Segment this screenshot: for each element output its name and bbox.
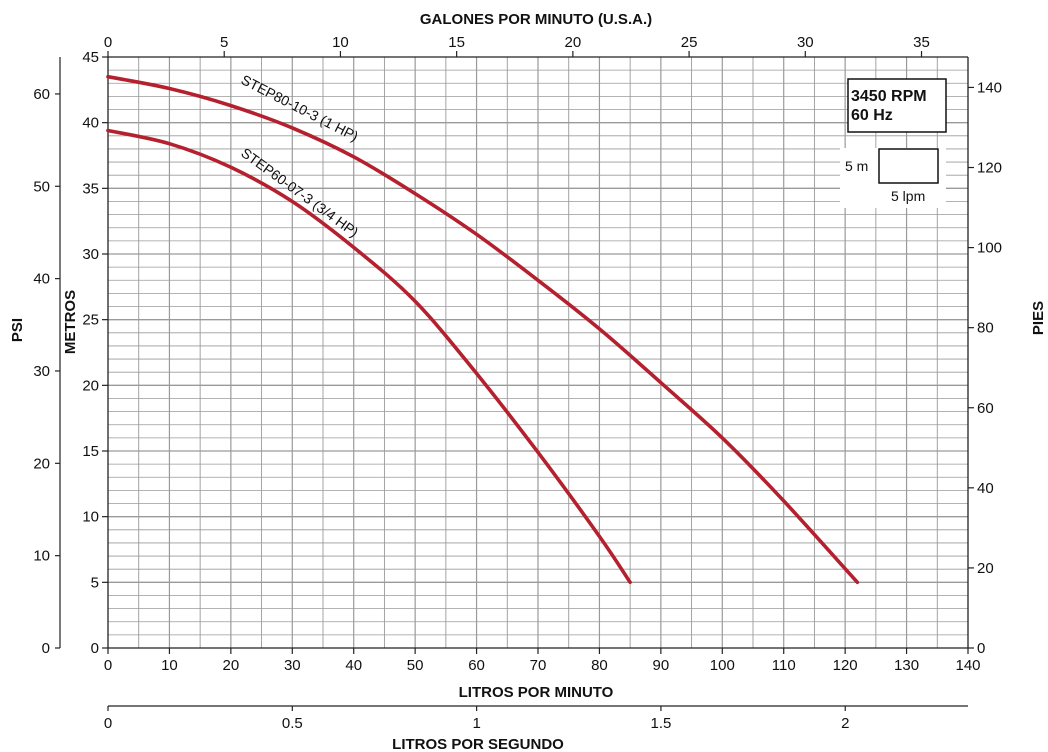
- y-pies-tick-label: 120: [977, 160, 1002, 177]
- y-pies-tick-label: 100: [977, 240, 1002, 257]
- y-psi-tick-label: 40: [33, 271, 50, 288]
- y-psi-tick-label: 10: [33, 548, 50, 565]
- y-psi-tick-label: 30: [33, 363, 50, 380]
- x-bottom-tick-label: 110: [772, 657, 796, 674]
- y-psi-tick-label: 20: [33, 455, 50, 472]
- x-bottom-tick-label: 100: [710, 657, 735, 674]
- y-pies-tick-label: 140: [977, 79, 1002, 96]
- x-bottom2-tick-label: 1: [472, 715, 480, 732]
- series-curve-0: [106, 74, 860, 585]
- y-metros-tick-label: 35: [82, 180, 99, 197]
- grid: [108, 57, 968, 648]
- speed-box: [847, 78, 947, 133]
- x-bottom-tick-label: 40: [345, 657, 362, 674]
- x-bottom2-title: LITROS POR SEGUNDO: [392, 736, 564, 752]
- y-metros-tick-label: 45: [82, 49, 99, 66]
- x-top-tick-label: 30: [797, 34, 814, 51]
- x-top-tick-label: 20: [565, 34, 582, 51]
- y-metros-title: METROS: [62, 290, 79, 354]
- series-curve-1: [106, 128, 632, 585]
- x-bottom-tick-label: 140: [955, 657, 980, 674]
- scale-box: [878, 148, 939, 184]
- x-top-tick-label: 15: [448, 34, 465, 51]
- x-bottom-title: LITROS POR MINUTO: [459, 684, 614, 701]
- y-psi-tick-label: 60: [33, 86, 50, 103]
- y-pies-tick-label: 0: [977, 640, 985, 657]
- y-metros-tick-label: 15: [82, 443, 99, 460]
- x-bottom-tick-label: 0: [104, 657, 112, 674]
- y-pies-tick-label: 20: [977, 560, 994, 577]
- series-label-step60: STEP60-07-3 (3/4 HP): [238, 144, 361, 240]
- x-top-tick-label: 25: [681, 34, 698, 51]
- x-bottom2-tick-label: 0.5: [282, 715, 303, 732]
- y-metros-tick-label: 5: [91, 574, 99, 591]
- x-bottom-tick-label: 30: [284, 657, 301, 674]
- x-bottom-tick-label: 50: [407, 657, 424, 674]
- y-metros-tick-label: 0: [91, 640, 99, 657]
- x-bottom-tick-label: 20: [223, 657, 240, 674]
- x-top-tick-label: 0: [104, 34, 112, 51]
- speed-rpm: 3450 RPM: [851, 88, 927, 105]
- x-bottom2-tick-label: 2: [841, 715, 849, 732]
- x-top-tick-label: 5: [220, 34, 228, 51]
- y-psi-title: PSI: [9, 318, 26, 342]
- x-bottom2-tick-label: 0: [104, 715, 112, 732]
- scale-lpm: 5 lpm: [891, 188, 925, 204]
- y-pies-tick-label: 60: [977, 400, 994, 417]
- y-psi-tick-label: 0: [42, 640, 50, 657]
- x-bottom-tick-label: 60: [468, 657, 485, 674]
- y-pies-tick-label: 80: [977, 320, 994, 337]
- y-psi-tick-label: 50: [33, 178, 50, 195]
- y-pies-title: PIES: [1030, 301, 1047, 335]
- y-metros-tick-label: 25: [82, 312, 99, 329]
- y-metros-tick-label: 20: [82, 377, 99, 394]
- x-bottom-tick-label: 80: [591, 657, 608, 674]
- series-label-step80: STEP80-10-3 (1 HP): [239, 71, 361, 144]
- x-bottom-tick-label: 10: [161, 657, 178, 674]
- y-metros-tick-label: 30: [82, 246, 99, 263]
- y-metros-tick-label: 40: [82, 115, 99, 132]
- x-top-tick-label: 10: [332, 34, 349, 51]
- x-bottom-tick-label: 120: [833, 657, 858, 674]
- x-bottom-tick-label: 130: [894, 657, 919, 674]
- y-metros-tick-label: 10: [82, 509, 99, 526]
- x-bottom-tick-label: 70: [530, 657, 547, 674]
- x-bottom2-tick-label: 1.5: [651, 715, 672, 732]
- y-pies-tick-label: 40: [977, 480, 994, 497]
- speed-hz: 60 Hz: [851, 107, 893, 124]
- scale-meters: 5 m: [845, 158, 868, 174]
- x-top-title: GALONES POR MINUTO (U.S.A.): [420, 11, 652, 28]
- axes: [55, 51, 974, 711]
- series-curves: [106, 74, 860, 585]
- x-top-tick-label: 35: [913, 34, 930, 51]
- x-bottom-tick-label: 90: [653, 657, 670, 674]
